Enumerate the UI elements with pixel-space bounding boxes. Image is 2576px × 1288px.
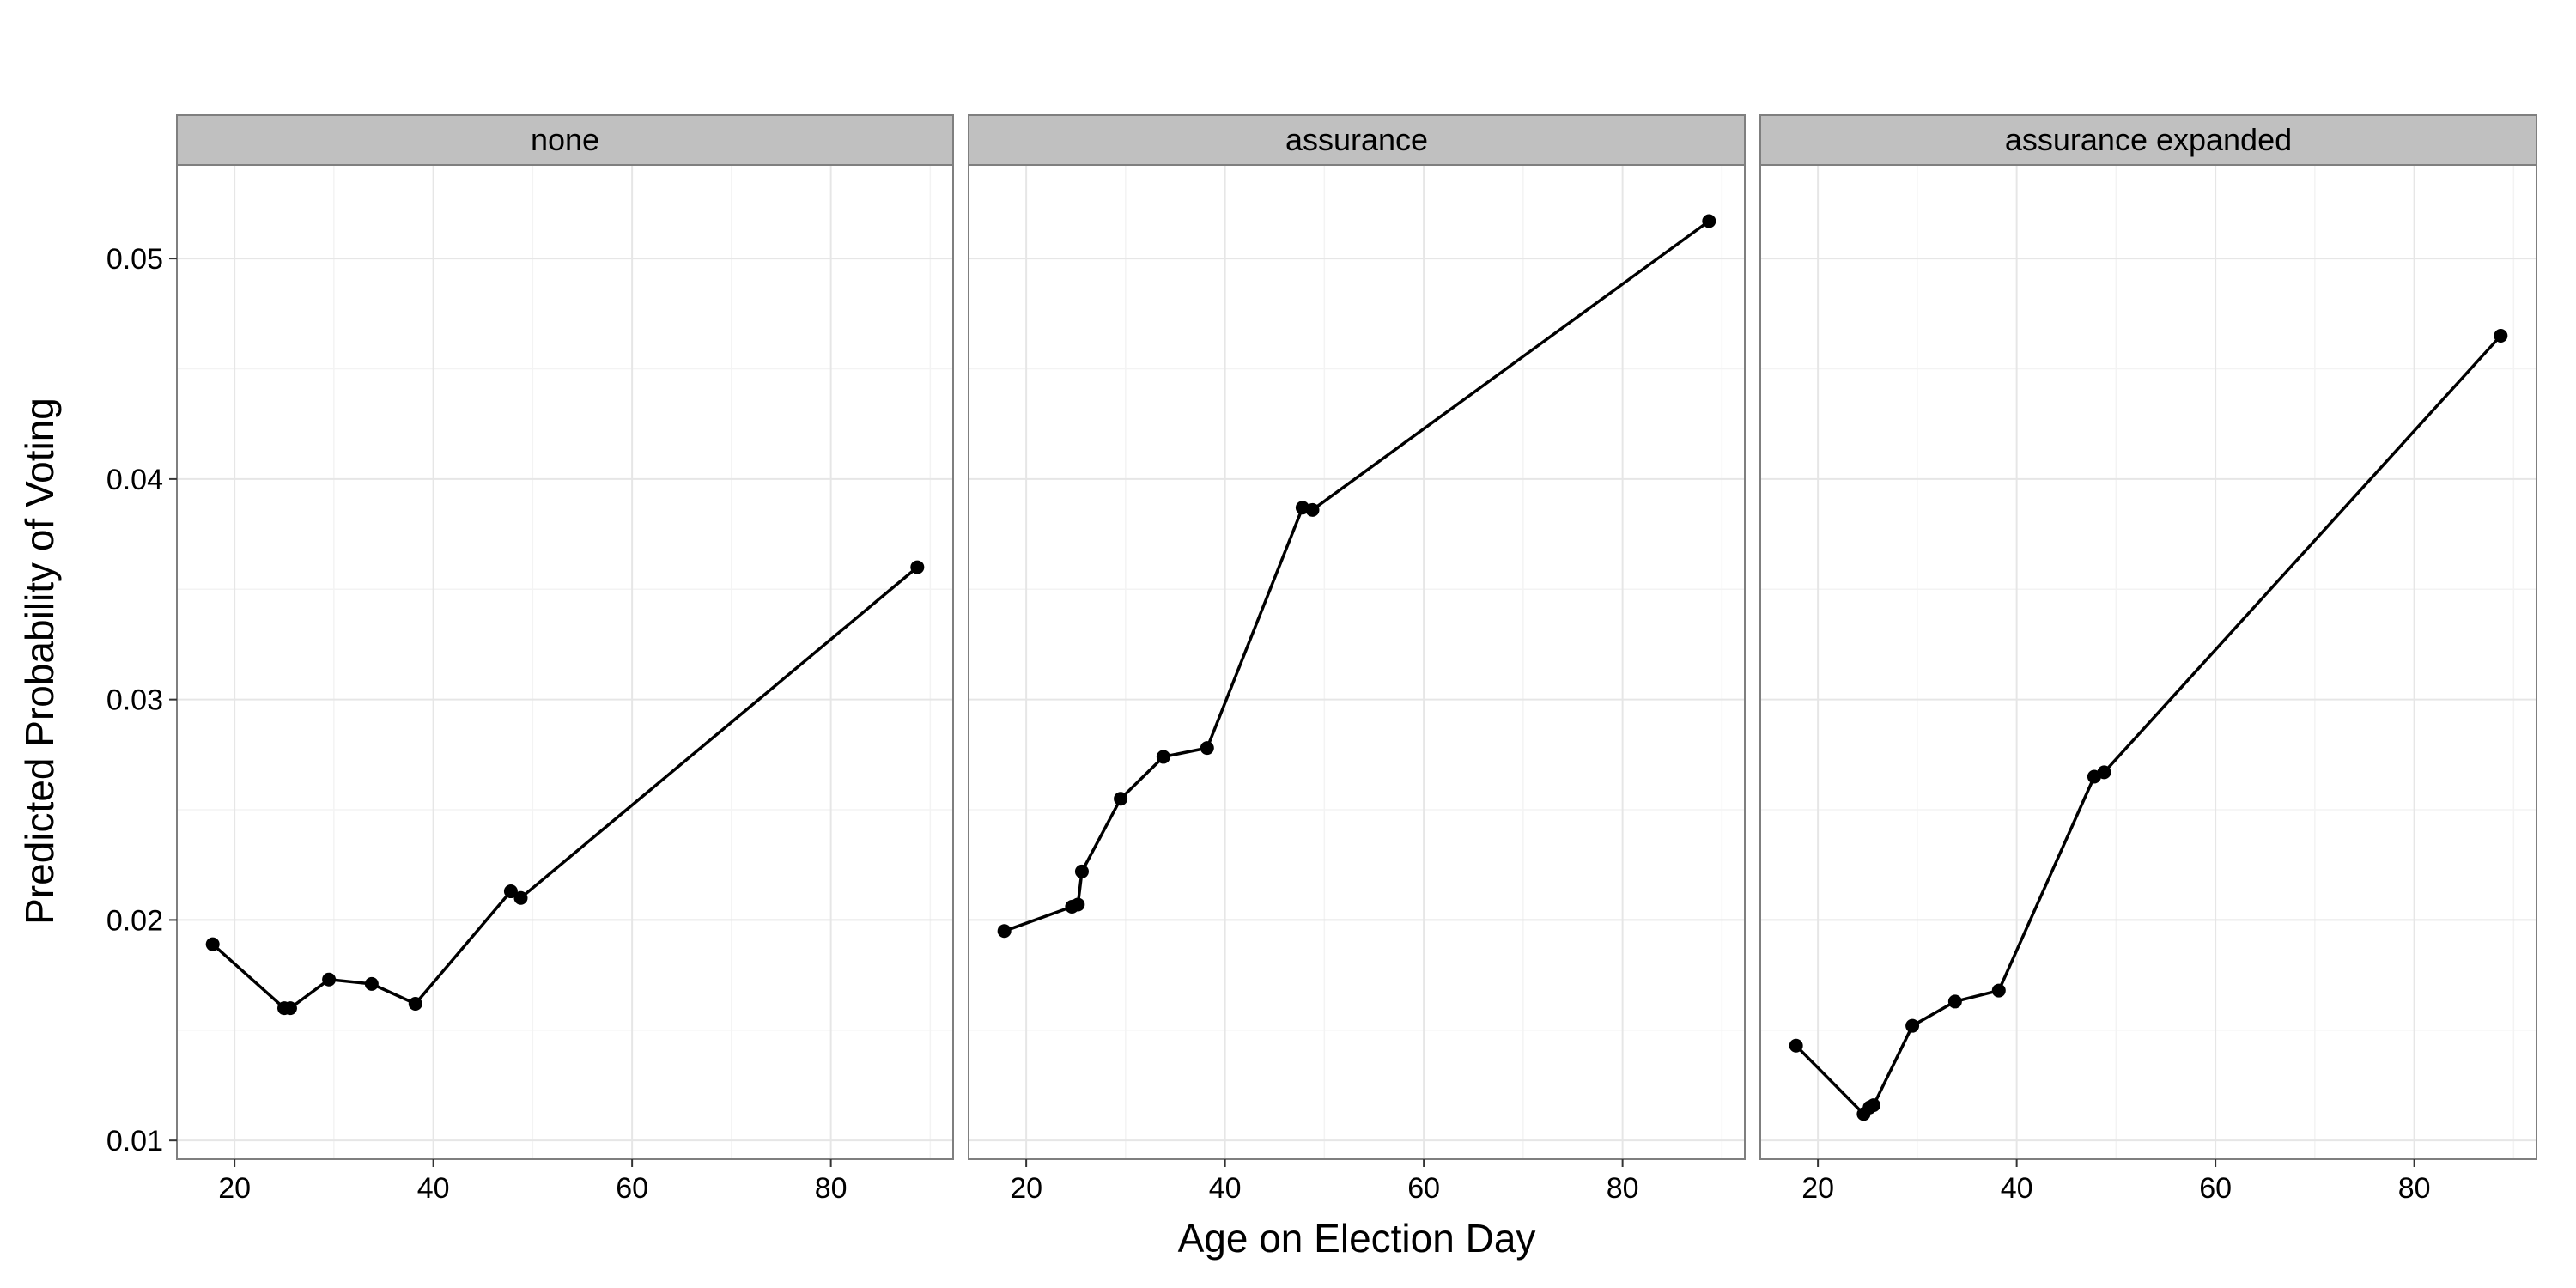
data-point	[205, 937, 220, 951]
x-tick-label: 60	[2199, 1172, 2232, 1205]
facet-strip	[1759, 114, 2537, 166]
panel-border	[1759, 164, 2537, 1160]
facet-strip	[968, 114, 1746, 166]
data-point	[364, 976, 379, 991]
x-axis-title: Age on Election Day	[1178, 1216, 1536, 1261]
data-point	[1866, 1098, 1880, 1113]
y-axis-title: Predicted Probability of Voting	[17, 398, 62, 925]
panel-border	[968, 164, 1746, 1160]
data-point	[1947, 994, 1962, 1009]
data-point	[283, 1001, 297, 1016]
data-point	[997, 924, 1012, 939]
data-point	[2494, 328, 2508, 343]
panels: none 20 40 60 80 0.01 0.02 0.03 0.04 0.05 assuranc…	[106, 114, 2537, 1205]
x-tick-label: 40	[1209, 1172, 1242, 1205]
x-tick-label: 80	[815, 1172, 848, 1205]
data-point	[503, 884, 518, 899]
data-point	[322, 972, 337, 987]
data-point	[1071, 897, 1085, 912]
y-tick-label: 0.01	[106, 1125, 163, 1157]
x-tick-label: 20	[1010, 1172, 1042, 1205]
y-tick-label: 0.03	[106, 684, 163, 717]
data-point	[1905, 1018, 1920, 1033]
x-tick-label: 40	[2001, 1172, 2033, 1205]
data-point	[1156, 750, 1170, 764]
y-tick-label: 0.02	[106, 904, 163, 937]
facet-strip-label: assurance expanded	[2005, 122, 2292, 157]
data-point	[910, 560, 925, 574]
data-point	[1305, 502, 1320, 517]
data-point	[1789, 1038, 1803, 1053]
panel-none: none 20 40 60 80 0.01 0.02 0.03 0.04 0.05	[106, 114, 954, 1205]
data-point	[1702, 214, 1716, 228]
data-point	[1114, 792, 1128, 806]
facet-strip-label: none	[531, 122, 599, 157]
panel-assurance-expanded: assurance expanded 20 40 60 80	[1759, 114, 2537, 1205]
data-point	[513, 890, 528, 905]
data-point	[1200, 741, 1214, 756]
x-tick-label: 20	[218, 1172, 251, 1205]
data-point	[2097, 765, 2111, 780]
facet-strip-label: assurance	[1285, 122, 1428, 157]
data-point	[1991, 983, 2006, 998]
panel-border	[176, 164, 954, 1160]
data-point	[408, 996, 422, 1011]
x-tick-label: 80	[2398, 1172, 2431, 1205]
facet-strip	[176, 114, 954, 166]
panel-background	[177, 165, 953, 1159]
x-tick-label: 80	[1607, 1172, 1639, 1205]
y-tick-label: 0.05	[106, 243, 163, 276]
panel-background	[1760, 165, 2537, 1159]
panel-background	[969, 165, 1745, 1159]
x-tick-label: 20	[1801, 1172, 1834, 1205]
y-tick-label: 0.04	[106, 464, 163, 496]
x-tick-label: 60	[1407, 1172, 1440, 1205]
x-tick-label: 40	[417, 1172, 450, 1205]
data-point	[1074, 864, 1089, 878]
panel-assurance: assurance 20 40 60 80	[968, 114, 1746, 1205]
x-tick-label: 60	[616, 1172, 648, 1205]
